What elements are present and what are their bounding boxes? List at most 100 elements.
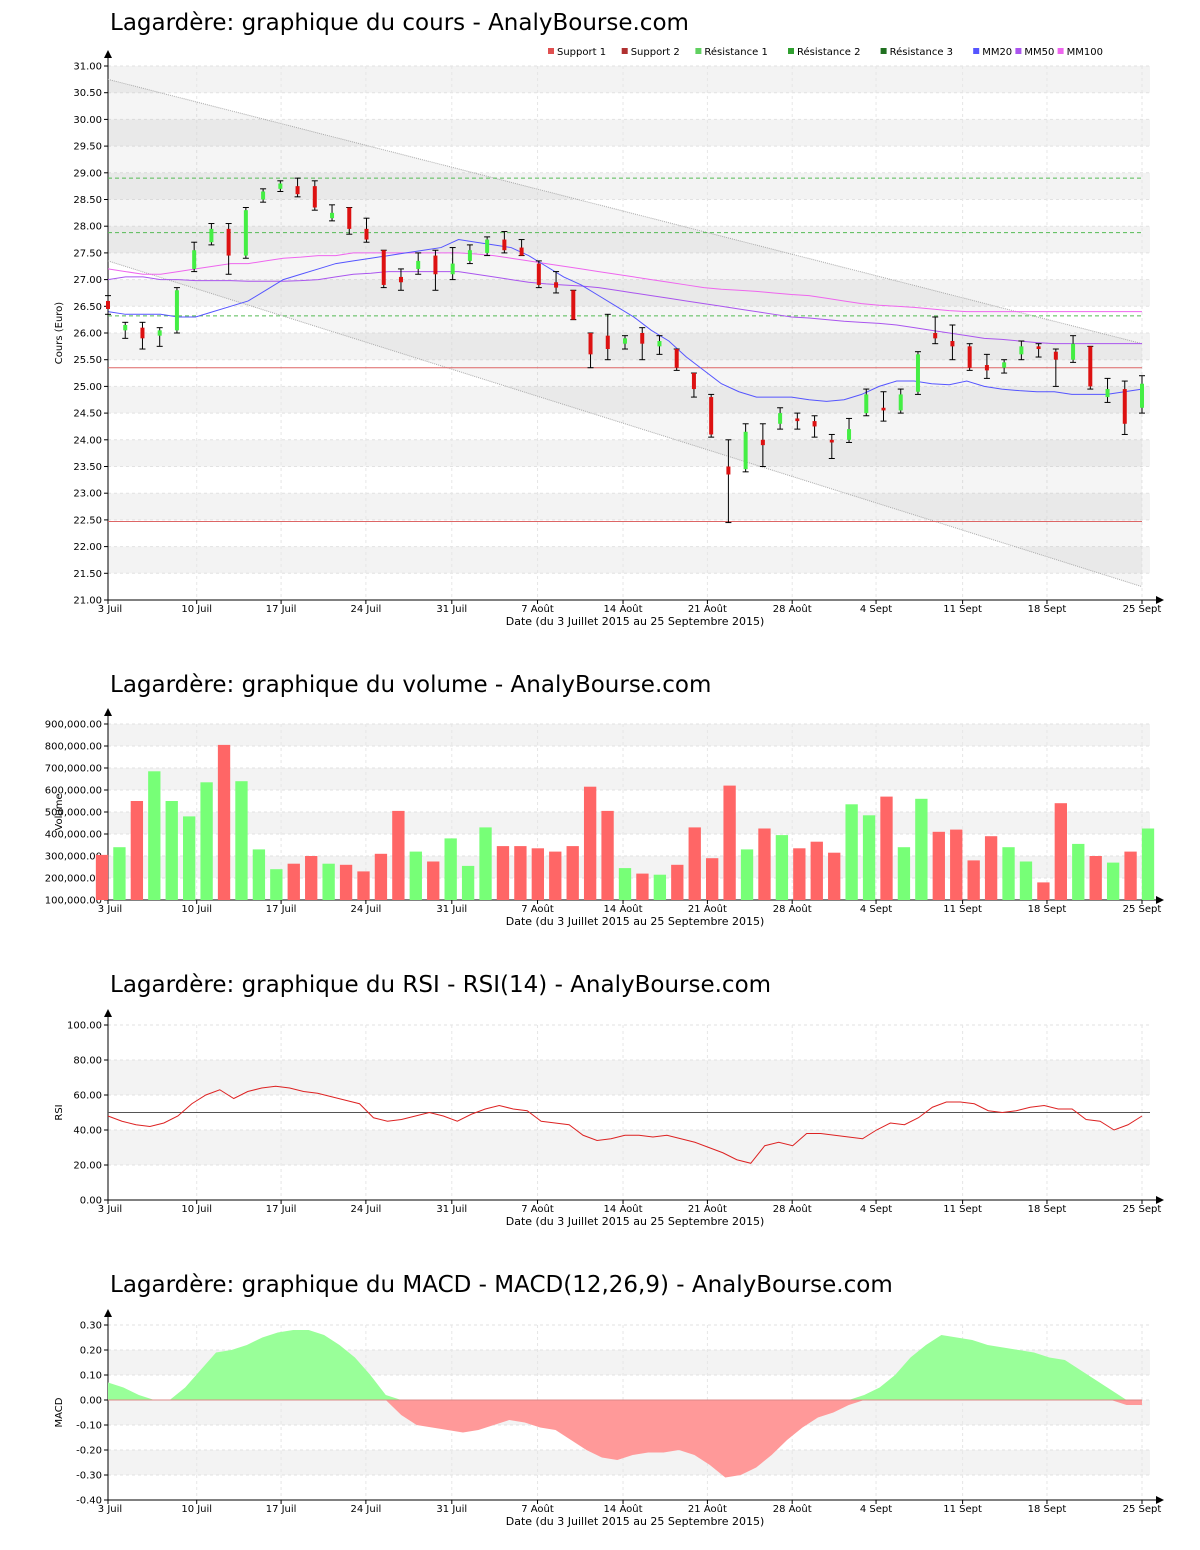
x-tick-label: 21 Août bbox=[688, 903, 727, 915]
price-chart: 21.00 21.50 22.00 22.50 23.00 23.50 24.00 24.50… bbox=[54, 46, 1164, 628]
x-tick-label: 24 Juil bbox=[351, 1204, 382, 1215]
x-tick-label: 14 Août bbox=[604, 1503, 643, 1515]
legend-swatch bbox=[621, 48, 628, 54]
x-tick-label: 10 Juil bbox=[181, 1204, 212, 1215]
volume-chart-title: Lagardère: graphique du volume - AnalyBo… bbox=[110, 672, 712, 698]
candle-body bbox=[709, 397, 714, 435]
y-tick-label: 600,000.00 bbox=[45, 786, 102, 797]
x-tick-label: 21 Août bbox=[688, 603, 727, 615]
y-axis-arrow bbox=[104, 708, 112, 716]
volume-bar bbox=[950, 829, 963, 900]
y-axis-arrow bbox=[104, 50, 112, 58]
y-tick-label: 26.00 bbox=[73, 329, 102, 340]
volume-bar bbox=[636, 873, 649, 900]
x-tick-label: 14 Août bbox=[604, 603, 643, 615]
grid-band bbox=[108, 92, 1150, 120]
candle-body bbox=[485, 239, 490, 253]
grid-band bbox=[108, 279, 1150, 307]
volume-bar bbox=[828, 852, 841, 900]
rsi-chart: 0.00 20.00 40.00 60.00 80.00 100.00 3 Juil 10 J… bbox=[54, 1009, 1164, 1228]
candle-body bbox=[933, 333, 938, 339]
candle-body bbox=[915, 354, 920, 392]
volume-bar bbox=[1089, 856, 1102, 900]
x-tick-label: 18 Sept bbox=[1028, 1504, 1067, 1515]
volume-bar bbox=[915, 798, 928, 900]
volume-bar bbox=[967, 860, 980, 900]
candle-body bbox=[330, 212, 335, 219]
x-tick-label: 10 Juil bbox=[181, 604, 212, 615]
trend-channel-lower bbox=[107, 260, 1143, 588]
candle-body bbox=[398, 276, 403, 283]
y-tick-label: -0.30 bbox=[76, 1471, 102, 1482]
x-tick-label: 4 Sept bbox=[860, 1504, 892, 1515]
volume-bar bbox=[130, 801, 144, 900]
x-tick-label: 11 Sept bbox=[943, 1204, 982, 1215]
x-tick-label: 17 Juil bbox=[266, 604, 297, 615]
volume-bar bbox=[148, 771, 161, 900]
x-tick-label: 11 Sept bbox=[943, 904, 982, 915]
x-tick-label: 31 Juil bbox=[436, 1504, 467, 1515]
x-axis-title: Date (du 3 Juillet 2015 au 25 Septembre … bbox=[506, 615, 765, 628]
volume-bar bbox=[1141, 828, 1155, 900]
legend-entry: MM100 bbox=[1067, 47, 1103, 58]
candle-body bbox=[881, 407, 886, 411]
x-tick-label: 28 Août bbox=[773, 903, 812, 915]
x-tick-label: 7 Août bbox=[521, 603, 554, 615]
grid-band bbox=[108, 1475, 1150, 1500]
y-tick-label: 28.50 bbox=[73, 195, 102, 206]
candle-body bbox=[278, 183, 283, 189]
candle-body bbox=[691, 373, 696, 390]
x-tick-label: 24 Juil bbox=[351, 1504, 382, 1515]
candle-body bbox=[657, 341, 662, 347]
y-tick-label: 21.50 bbox=[73, 569, 102, 580]
grid-band bbox=[108, 790, 1150, 812]
candle-body bbox=[984, 365, 989, 371]
x-tick-label: 3 Juil bbox=[98, 1204, 122, 1215]
volume-bar bbox=[305, 856, 318, 900]
grid-band bbox=[108, 146, 1150, 173]
x-tick-label: 3 Juil bbox=[98, 904, 122, 915]
y-axis-title: MACD bbox=[54, 1397, 65, 1427]
grid-band bbox=[108, 1025, 1150, 1060]
candle-body bbox=[760, 439, 765, 446]
volume-bar bbox=[200, 782, 213, 900]
y-tick-label: 100,000.00 bbox=[45, 896, 102, 907]
legend-swatch bbox=[1057, 48, 1064, 54]
candle-body bbox=[1002, 362, 1007, 368]
candle-body bbox=[243, 210, 248, 256]
grid-band bbox=[108, 386, 1150, 414]
candle-body bbox=[588, 333, 593, 355]
volume-bar bbox=[1106, 862, 1120, 900]
candle-body bbox=[433, 255, 438, 275]
candle-body bbox=[364, 228, 369, 240]
grid-band bbox=[108, 413, 1150, 440]
y-tick-label: 0.00 bbox=[80, 1196, 102, 1207]
volume-bar bbox=[165, 801, 178, 900]
volume-bar bbox=[618, 868, 632, 900]
grid-band bbox=[108, 724, 1150, 746]
x-tick-label: 18 Sept bbox=[1028, 1204, 1067, 1215]
candle-body bbox=[778, 413, 783, 424]
x-tick-label: 31 Juil bbox=[436, 904, 467, 915]
candle-body bbox=[950, 341, 955, 347]
y-axis-arrow bbox=[104, 1009, 112, 1017]
x-axis-arrow bbox=[1156, 596, 1164, 604]
volume-bar bbox=[479, 827, 492, 900]
y-tick-label: -0.10 bbox=[76, 1421, 102, 1432]
x-tick-label: 3 Juil bbox=[98, 1504, 122, 1515]
price-chart-title: Lagardère: graphique du cours - AnalyBou… bbox=[110, 10, 689, 36]
candle-body bbox=[261, 191, 266, 200]
y-tick-label: 23.50 bbox=[73, 462, 102, 473]
legend-swatch bbox=[880, 48, 887, 54]
y-tick-label: 900,000.00 bbox=[45, 720, 102, 731]
volume-bar bbox=[1072, 843, 1085, 900]
y-tick-label: 0.30 bbox=[80, 1321, 102, 1332]
candle-body bbox=[898, 394, 903, 411]
volume-bar bbox=[549, 851, 562, 900]
volume-bar bbox=[287, 863, 300, 900]
grid-band bbox=[108, 519, 1150, 547]
grid-band bbox=[108, 573, 1150, 600]
candle-body bbox=[450, 263, 455, 275]
x-tick-label: 17 Juil bbox=[266, 1204, 297, 1215]
candle-body bbox=[381, 250, 386, 285]
